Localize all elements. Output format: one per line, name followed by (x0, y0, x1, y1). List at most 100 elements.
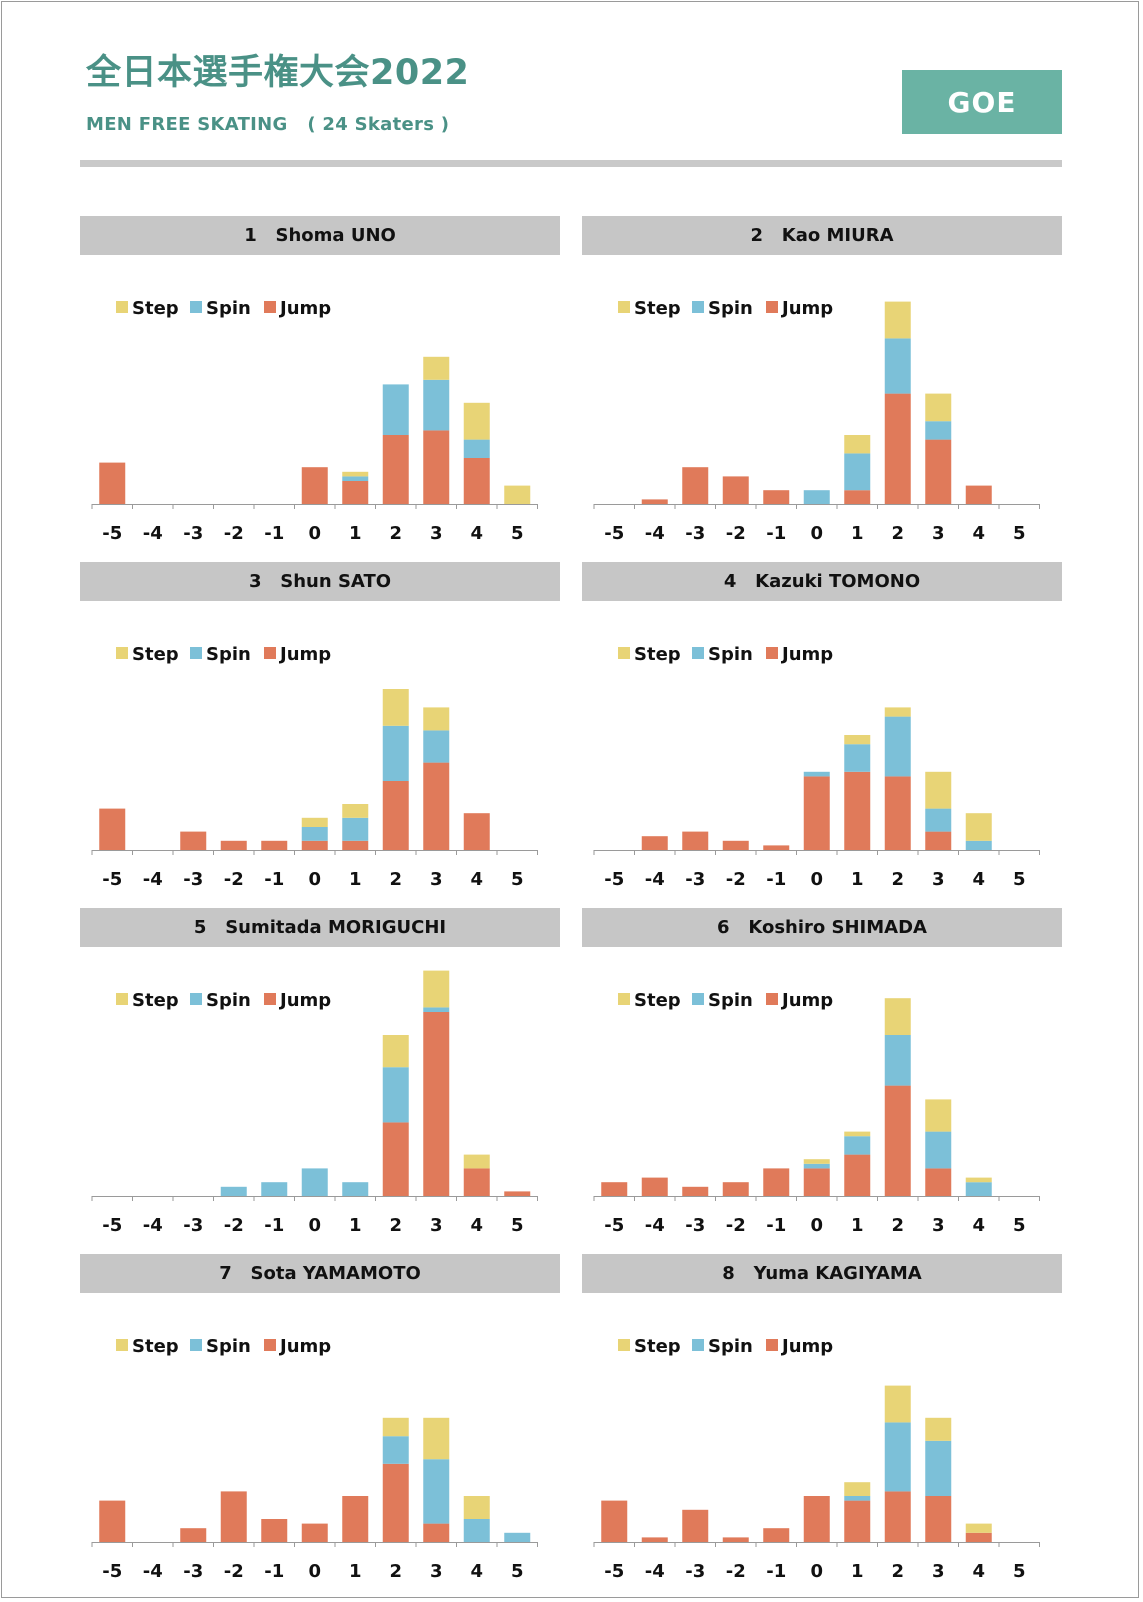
bar-step-3 (925, 393, 952, 422)
legend-label-jump: Jump (278, 298, 331, 319)
bar-jump--2 (220, 840, 247, 850)
bar-step-2 (382, 1417, 409, 1437)
bar-jump-3 (423, 1012, 450, 1196)
x-tick-label: 0 (308, 1561, 321, 1582)
x-tick-label: -2 (224, 869, 244, 890)
legend-swatch-spin (190, 647, 202, 659)
x-tick-label: 0 (308, 1215, 321, 1236)
x-tick-label: -4 (143, 1215, 163, 1236)
bar-jump-2 (382, 435, 409, 504)
bar-jump-1 (844, 771, 871, 850)
bar-step-3 (423, 707, 450, 731)
legend-label-spin: Spin (206, 990, 251, 1011)
bar-jump-1 (342, 481, 369, 504)
bar-step-4 (463, 1154, 490, 1169)
x-tick-label: -2 (726, 1561, 746, 1582)
x-tick-label: -2 (726, 523, 746, 544)
legend-swatch-step (618, 1339, 630, 1351)
bar-spin-4 (965, 1182, 992, 1196)
goe-chart-4: Step Spin Jump -5 -4 -3 -2 -1 0 1 2 3 4 5 (593, 644, 1040, 890)
panel-header-3: 3 Shun SATO (80, 562, 560, 601)
legend-label-spin: Spin (708, 990, 753, 1011)
bar-jump-2 (382, 1122, 409, 1196)
x-tick-label: 2 (389, 1561, 402, 1582)
x-tick-label: 3 (430, 1561, 443, 1582)
bar-jump--1 (763, 490, 790, 504)
bar-step-3 (925, 1099, 952, 1132)
panel-header-8: 8 Yuma KAGIYAMA (582, 1254, 1062, 1293)
x-tick-label: 0 (810, 1561, 823, 1582)
bar-spin-1 (342, 476, 369, 481)
x-tick-label: 3 (932, 869, 945, 890)
bar-spin-0 (803, 1163, 830, 1169)
bar-jump-4 (965, 485, 992, 504)
legend-swatch-jump (766, 993, 778, 1005)
bar-jump-0 (803, 1168, 830, 1196)
bar-spin--1 (261, 1182, 288, 1196)
bar-jump-3 (423, 762, 450, 850)
bar-jump--3 (682, 1509, 709, 1542)
legend-swatch-jump (766, 647, 778, 659)
x-tick-label: 1 (349, 523, 362, 544)
x-tick-label: -3 (183, 523, 203, 544)
legend-swatch-spin (692, 993, 704, 1005)
x-tick-label: 2 (891, 869, 904, 890)
x-tick-label: 5 (1013, 869, 1026, 890)
bar-jump--5 (99, 808, 126, 850)
bar-jump-1 (844, 1500, 871, 1542)
x-tick-label: -4 (645, 1215, 665, 1236)
x-tick-label: 1 (851, 523, 864, 544)
bar-spin-3 (423, 730, 450, 763)
bar-jump-2 (884, 1085, 911, 1196)
bar-step-2 (884, 301, 911, 339)
x-tick-label: -3 (183, 1561, 203, 1582)
bar-jump-1 (844, 490, 871, 504)
x-tick-label: 0 (308, 869, 321, 890)
bar-spin-2 (884, 338, 911, 394)
x-tick-label: 2 (389, 1215, 402, 1236)
bar-spin-1 (844, 744, 871, 772)
bar-step-2 (884, 707, 911, 717)
bar-step-5 (504, 485, 531, 504)
bar-jump--1 (261, 840, 288, 850)
bar-step-2 (382, 1035, 409, 1068)
legend-swatch-step (618, 301, 630, 313)
page-title: 全日本選手権大会2022 (86, 53, 470, 93)
bar-spin-1 (844, 453, 871, 491)
bar-spin-2 (884, 1035, 911, 1086)
bar-jump--2 (722, 476, 749, 504)
panel-header-4: 4 Kazuki TOMONO (582, 562, 1062, 601)
legend-swatch-step (116, 993, 128, 1005)
bar-jump-0 (301, 1523, 328, 1542)
bar-spin--2 (220, 1186, 247, 1196)
legend-label-step: Step (132, 298, 179, 319)
bar-spin-3 (925, 808, 952, 832)
bar-spin-1 (844, 1496, 871, 1501)
bar-jump-3 (423, 1523, 450, 1542)
legend-label-jump: Jump (278, 990, 331, 1011)
legend-swatch-step (116, 1339, 128, 1351)
bar-jump--3 (180, 1528, 207, 1542)
x-tick-label: 0 (810, 869, 823, 890)
x-tick-label: 5 (1013, 523, 1026, 544)
bar-step-1 (844, 435, 871, 454)
bar-spin-2 (382, 725, 409, 781)
x-tick-label: 5 (1013, 1561, 1026, 1582)
legend-swatch-step (116, 301, 128, 313)
x-tick-label: -5 (102, 1561, 122, 1582)
goe-chart-2: Step Spin Jump -5 -4 -3 -2 -1 0 1 2 3 4 5 (593, 298, 1040, 544)
x-tick-label: 5 (1013, 1215, 1026, 1236)
legend-swatch-spin (190, 1339, 202, 1351)
x-tick-label: -4 (645, 1561, 665, 1582)
goe-chart-6: Step Spin Jump -5 -4 -3 -2 -1 0 1 2 3 4 5 (593, 990, 1040, 1236)
legend-swatch-jump (264, 993, 276, 1005)
legend-label-step: Step (634, 298, 681, 319)
bar-jump-3 (925, 1168, 952, 1196)
legend-swatch-step (618, 647, 630, 659)
x-tick-label: -5 (604, 1215, 624, 1236)
legend-swatch-spin (692, 647, 704, 659)
x-tick-label: 0 (308, 523, 321, 544)
x-tick-label: -5 (604, 1561, 624, 1582)
x-tick-label: -5 (102, 1215, 122, 1236)
